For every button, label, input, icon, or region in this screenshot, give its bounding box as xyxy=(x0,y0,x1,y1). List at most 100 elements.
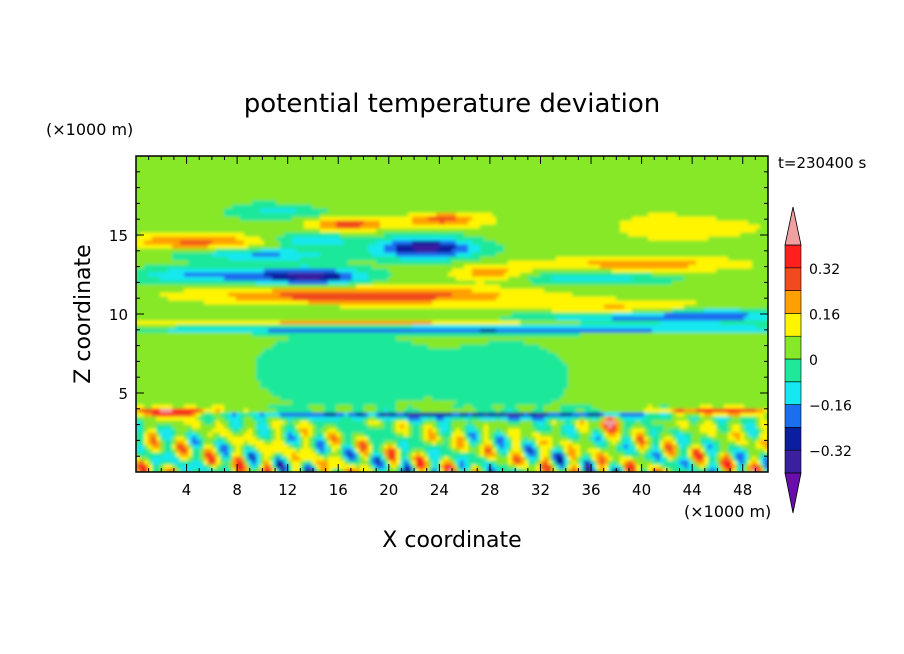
field-cell xyxy=(376,428,381,433)
field-cell xyxy=(712,376,717,381)
field-cell xyxy=(528,456,533,461)
field-cell xyxy=(324,368,329,373)
field-cell xyxy=(256,368,261,373)
field-cell xyxy=(232,436,237,441)
field-cell xyxy=(340,376,345,381)
field-cell xyxy=(592,424,597,429)
field-cell xyxy=(584,376,589,381)
field-cell xyxy=(252,416,257,421)
field-cell xyxy=(152,352,157,357)
field-cell xyxy=(616,364,621,369)
field-cell xyxy=(696,448,701,453)
field-cell xyxy=(536,456,541,461)
field-cell xyxy=(176,432,181,437)
field-cell xyxy=(640,468,645,472)
field-cell xyxy=(496,452,501,457)
field-cell xyxy=(340,352,345,357)
field-cell xyxy=(320,420,325,425)
field-cell xyxy=(656,436,661,441)
field-cell xyxy=(460,432,465,437)
field-cell xyxy=(200,344,205,349)
field-cell xyxy=(188,344,193,349)
field-cell xyxy=(292,468,297,472)
field-cell xyxy=(520,368,525,373)
field-cell xyxy=(160,424,165,429)
field-cell xyxy=(536,404,541,409)
field-cell xyxy=(364,424,369,429)
field-cell xyxy=(608,412,613,417)
field-cell xyxy=(576,444,581,449)
field-cell xyxy=(440,380,445,385)
field-cell xyxy=(652,396,657,401)
field-cell xyxy=(216,452,221,457)
field-cell xyxy=(700,356,705,361)
field-cell xyxy=(696,360,701,365)
field-cell xyxy=(332,356,337,361)
field-cell xyxy=(188,412,193,417)
field-cell xyxy=(576,436,581,441)
field-cell xyxy=(548,396,553,401)
field-cell xyxy=(156,416,161,421)
field-cell xyxy=(644,396,649,401)
field-cell xyxy=(248,440,253,445)
field-cell xyxy=(420,456,425,461)
field-cell xyxy=(632,360,637,365)
field-cell xyxy=(520,404,525,409)
field-cell xyxy=(168,432,173,437)
field-cell xyxy=(240,436,245,441)
field-cell xyxy=(224,372,229,377)
field-cell xyxy=(244,368,249,373)
field-cell xyxy=(408,432,413,437)
field-cell xyxy=(240,464,245,469)
field-cell xyxy=(200,392,205,397)
field-cell xyxy=(644,360,649,365)
field-cell xyxy=(188,372,193,377)
field-cell xyxy=(164,432,169,437)
field-cell xyxy=(164,420,169,425)
field-cell xyxy=(512,404,517,409)
field-cell xyxy=(416,436,421,441)
field-cell xyxy=(564,432,569,437)
field-cell xyxy=(212,416,217,421)
field-cell xyxy=(588,456,593,461)
field-cell xyxy=(724,424,729,429)
field-cell xyxy=(680,468,685,472)
field-cell xyxy=(664,372,669,377)
field-cell xyxy=(152,448,157,453)
field-cell xyxy=(200,420,205,425)
field-cell xyxy=(148,464,153,469)
field-cell xyxy=(532,352,537,357)
field-cell xyxy=(636,348,641,353)
field-cell xyxy=(488,388,493,393)
field-cell xyxy=(540,360,545,365)
field-cell xyxy=(204,368,209,373)
field-cell xyxy=(612,444,617,449)
field-cell xyxy=(540,392,545,397)
field-cell xyxy=(176,348,181,353)
field-cell xyxy=(616,348,621,353)
field-cell xyxy=(524,440,529,445)
field-cell xyxy=(240,408,245,413)
field-cell xyxy=(544,428,549,433)
field-cell xyxy=(364,468,369,472)
field-cell xyxy=(212,376,217,381)
field-cell xyxy=(152,392,157,397)
field-cell xyxy=(508,380,513,385)
field-cell xyxy=(540,460,545,465)
field-cell xyxy=(236,408,241,413)
field-cell xyxy=(296,460,301,465)
field-cell xyxy=(160,396,165,401)
field-cell xyxy=(320,396,325,401)
field-cell xyxy=(468,464,473,469)
field-cell xyxy=(448,420,453,425)
field-cell xyxy=(704,408,709,413)
field-cell xyxy=(520,356,525,361)
field-cell xyxy=(340,440,345,445)
field-cell xyxy=(444,456,449,461)
field-cell xyxy=(288,360,293,365)
field-cell xyxy=(552,460,557,465)
field-cell xyxy=(140,356,145,361)
field-cell xyxy=(636,372,641,377)
field-cell xyxy=(700,440,705,445)
field-cell xyxy=(756,440,761,445)
